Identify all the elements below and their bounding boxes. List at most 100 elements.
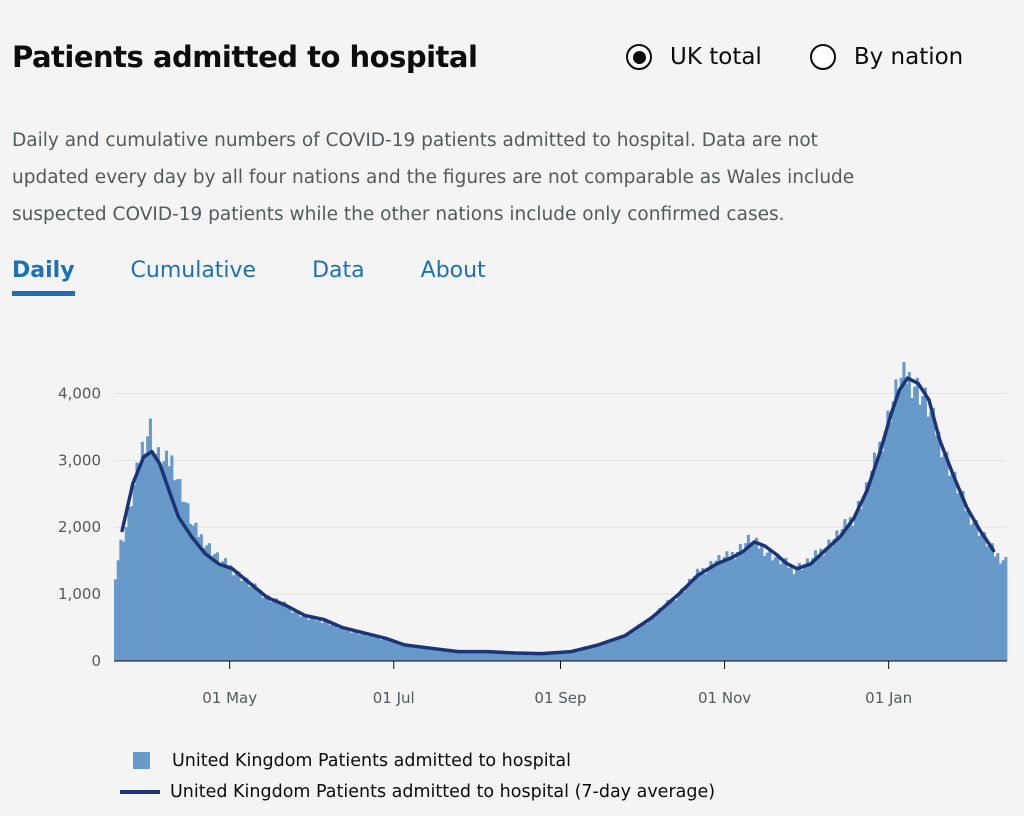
daily-bar — [462, 651, 466, 661]
daily-bar — [639, 625, 643, 661]
daily-bar — [221, 561, 225, 661]
daily-bar — [567, 651, 571, 661]
daily-bar — [454, 651, 458, 661]
daily-bar — [256, 591, 260, 661]
daily-bar — [765, 552, 769, 661]
daily-bar — [795, 568, 799, 661]
tab-about[interactable]: About — [420, 258, 486, 283]
daily-bar — [602, 643, 606, 661]
daily-bar — [730, 552, 734, 661]
y-tick-label: 0 — [91, 652, 101, 670]
daily-bar — [666, 600, 670, 661]
daily-bar — [931, 407, 935, 661]
daily-bar — [435, 648, 439, 661]
daily-bar — [583, 647, 587, 661]
daily-bar — [449, 650, 453, 661]
daily-bar — [720, 562, 724, 661]
daily-bar — [114, 579, 118, 661]
radio-uk-total[interactable]: UK total — [626, 44, 762, 70]
daily-bar — [403, 645, 407, 661]
daily-bar — [408, 647, 413, 661]
daily-bar — [417, 647, 421, 661]
daily-bar — [599, 642, 603, 661]
daily-bar — [722, 557, 726, 661]
daily-bar — [972, 522, 976, 661]
daily-bar — [902, 362, 906, 661]
daily-bar — [548, 652, 552, 661]
daily-bar — [390, 641, 394, 661]
daily-bar — [875, 460, 879, 661]
daily-bar — [467, 652, 472, 661]
daily-bar — [446, 650, 450, 661]
daily-bar — [937, 431, 941, 661]
daily-bar — [183, 502, 187, 661]
daily-bar — [650, 615, 654, 661]
radio-by-nation-label: By nation — [853, 44, 964, 70]
daily-bar — [411, 646, 415, 661]
x-tick-label: 01 Sep — [534, 689, 586, 707]
daily-bar — [156, 447, 160, 661]
tab-daily[interactable]: Daily — [12, 258, 75, 296]
daily-bar — [636, 624, 641, 661]
radio-by-nation[interactable]: By nation — [809, 44, 964, 70]
radio-unselected-icon — [809, 44, 836, 70]
daily-bar — [939, 457, 944, 661]
daily-bar — [210, 555, 214, 661]
daily-bar — [682, 591, 686, 661]
daily-bar — [376, 637, 380, 661]
y-tick-label: 3,000 — [58, 451, 101, 469]
daily-bar — [274, 598, 278, 661]
daily-bar — [787, 567, 791, 661]
daily-bar — [575, 649, 579, 661]
daily-bar — [333, 623, 337, 661]
daily-bar — [907, 372, 911, 661]
daily-bar — [497, 652, 501, 661]
daily-bar — [486, 651, 490, 661]
daily-bar — [419, 647, 423, 661]
daily-bar — [331, 624, 335, 661]
daily-bar — [164, 450, 169, 661]
daily-bar — [738, 544, 742, 661]
daily-bar — [880, 451, 885, 661]
daily-bar — [760, 544, 764, 661]
tab-cumulative[interactable]: Cumulative — [130, 258, 257, 283]
daily-bar — [797, 563, 801, 661]
daily-bar — [524, 653, 528, 661]
daily-bar — [392, 641, 396, 661]
daily-bar — [288, 606, 292, 661]
daily-bar — [840, 529, 844, 661]
daily-bar — [358, 634, 362, 661]
daily-bar — [290, 612, 295, 661]
daily-bar — [687, 578, 691, 661]
daily-bar — [969, 524, 973, 661]
daily-bar — [151, 450, 155, 661]
daily-bar — [966, 508, 970, 661]
daily-bar — [400, 643, 405, 661]
daily-bar — [285, 607, 289, 661]
daily-bar — [323, 621, 327, 661]
daily-bar — [693, 575, 697, 661]
daily-bar — [280, 602, 284, 661]
daily-bar — [843, 519, 847, 661]
daily-bar — [119, 539, 123, 661]
daily-bar — [473, 651, 477, 661]
daily-bar — [948, 475, 952, 661]
daily-bar — [215, 552, 219, 661]
daily-bar — [631, 631, 635, 661]
tab-data[interactable]: Data — [312, 258, 365, 283]
daily-bar — [792, 574, 796, 661]
daily-bar — [773, 557, 777, 661]
daily-bar — [1001, 560, 1005, 661]
daily-bar — [328, 624, 332, 661]
daily-bar — [173, 480, 177, 661]
daily-bar — [500, 652, 504, 661]
daily-bar — [741, 551, 745, 661]
daily-bar — [422, 646, 426, 661]
x-tick-label: 01 Jul — [373, 689, 415, 707]
daily-bar — [191, 525, 195, 661]
daily-bar — [478, 651, 482, 661]
daily-bar — [897, 393, 901, 661]
daily-bar — [470, 651, 474, 661]
daily-bar — [703, 573, 708, 661]
daily-bar — [205, 545, 209, 661]
